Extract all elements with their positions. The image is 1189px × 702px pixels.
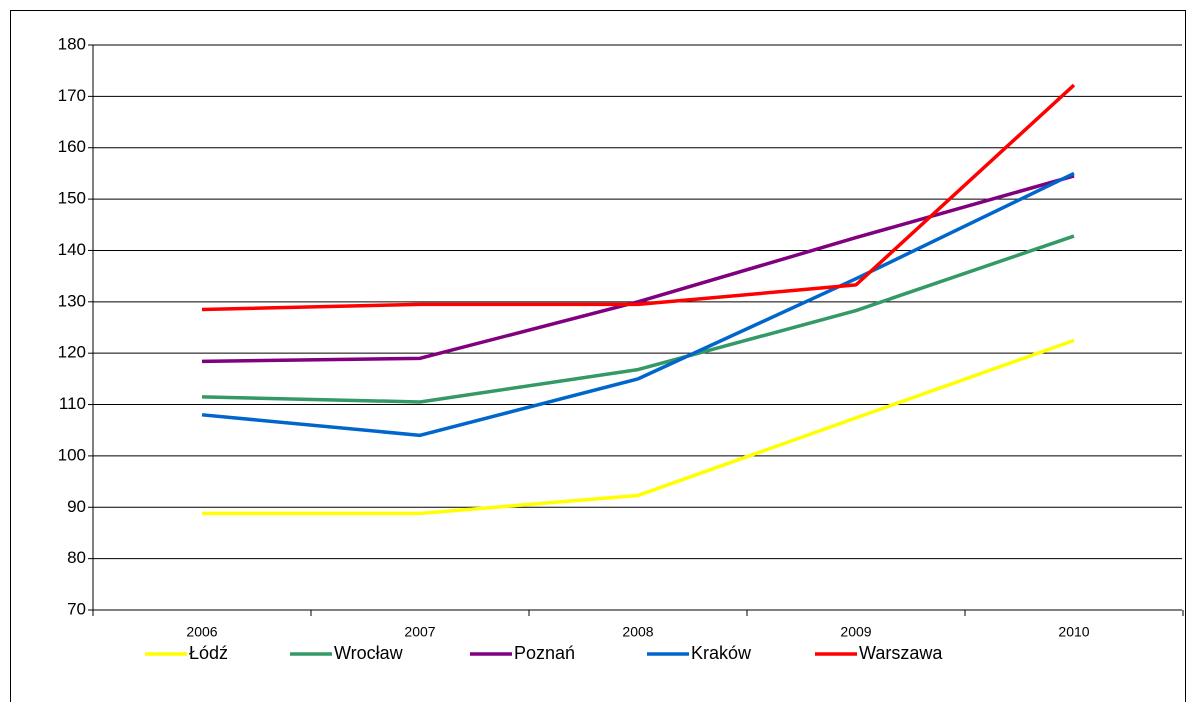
x-tick-label: 2008	[622, 624, 653, 640]
legend-label: Poznań	[514, 643, 575, 663]
y-tick-label: 90	[67, 497, 86, 516]
series-line	[201, 83, 1076, 312]
y-tick-label: 130	[58, 291, 86, 310]
y-tick-label: 150	[58, 189, 86, 208]
series-line	[202, 338, 1075, 516]
y-tick-label: 180	[58, 34, 86, 53]
y-tick-label: 140	[58, 240, 86, 259]
series-line	[201, 171, 1075, 438]
x-tick-label: 2010	[1058, 624, 1089, 640]
legend-label: Kraków	[691, 643, 752, 663]
y-tick-label: 160	[58, 137, 86, 156]
y-tick-label: 170	[58, 86, 86, 105]
chart-border	[10, 10, 1186, 702]
y-tick-label: 70	[67, 599, 86, 618]
y-tick-label: 120	[58, 343, 86, 362]
legend-label: Warszawa	[859, 643, 943, 663]
x-tick-label: 2009	[840, 624, 871, 640]
x-tick-label: 2006	[186, 624, 217, 640]
x-tick-label: 2007	[404, 624, 435, 640]
y-tick-label: 80	[67, 548, 86, 567]
y-tick-label: 110	[59, 394, 86, 413]
legend-label: Łódź	[189, 643, 228, 663]
legend-label: Wrocław	[334, 643, 404, 663]
series-line	[201, 234, 1075, 404]
y-tick-label: 100	[58, 445, 86, 464]
